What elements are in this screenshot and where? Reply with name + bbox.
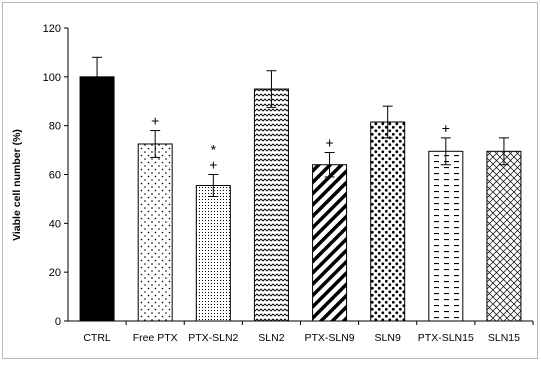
bar [137,143,173,322]
x-tick-label: Free PTX [133,332,178,344]
y-tick-label: 100 [43,72,61,84]
chart-frame: 0 20 40 60 80 100 120 + + * + + CTRL Free PTX PTX-SL… [2,2,538,359]
bar [79,76,115,322]
y-tick-label: 0 [55,316,61,328]
y-tick-label: 20 [49,267,61,279]
x-tick-label: CTRL [83,332,111,344]
x-axis: CTRL Free PTX PTX-SLN2 SLN2 PTX-SLN9 SLN9 PTX-… [68,320,534,344]
significance-mark: + [325,135,333,151]
x-tick-label: SLN15 [488,332,520,344]
significance-mark: + [442,120,450,136]
y-tick-label: 80 [49,121,61,133]
significance-mark: + [209,157,217,173]
significance-mark: + [151,113,159,129]
significance-mark: * [211,142,217,158]
x-tick-label: PTX-SLN15 [418,332,474,344]
y-tick-label: 60 [49,170,61,182]
y-axis-label: Viable cell number (%) [11,129,23,241]
y-tick-label: 40 [49,218,61,230]
bar [195,184,231,322]
bar [370,121,406,322]
y-axis: 0 20 40 60 80 100 120 [43,23,69,328]
x-tick-label: SLN2 [258,332,284,344]
bar [312,164,348,322]
bar [486,150,522,322]
y-tick-label: 120 [43,23,61,35]
x-tick-label: PTX-SLN2 [188,332,238,344]
bar [428,150,464,322]
x-tick-label: SLN9 [375,332,401,344]
x-tick-label: PTX-SLN9 [304,332,354,344]
bars: ++* ++ [79,56,522,322]
bar [253,88,289,322]
